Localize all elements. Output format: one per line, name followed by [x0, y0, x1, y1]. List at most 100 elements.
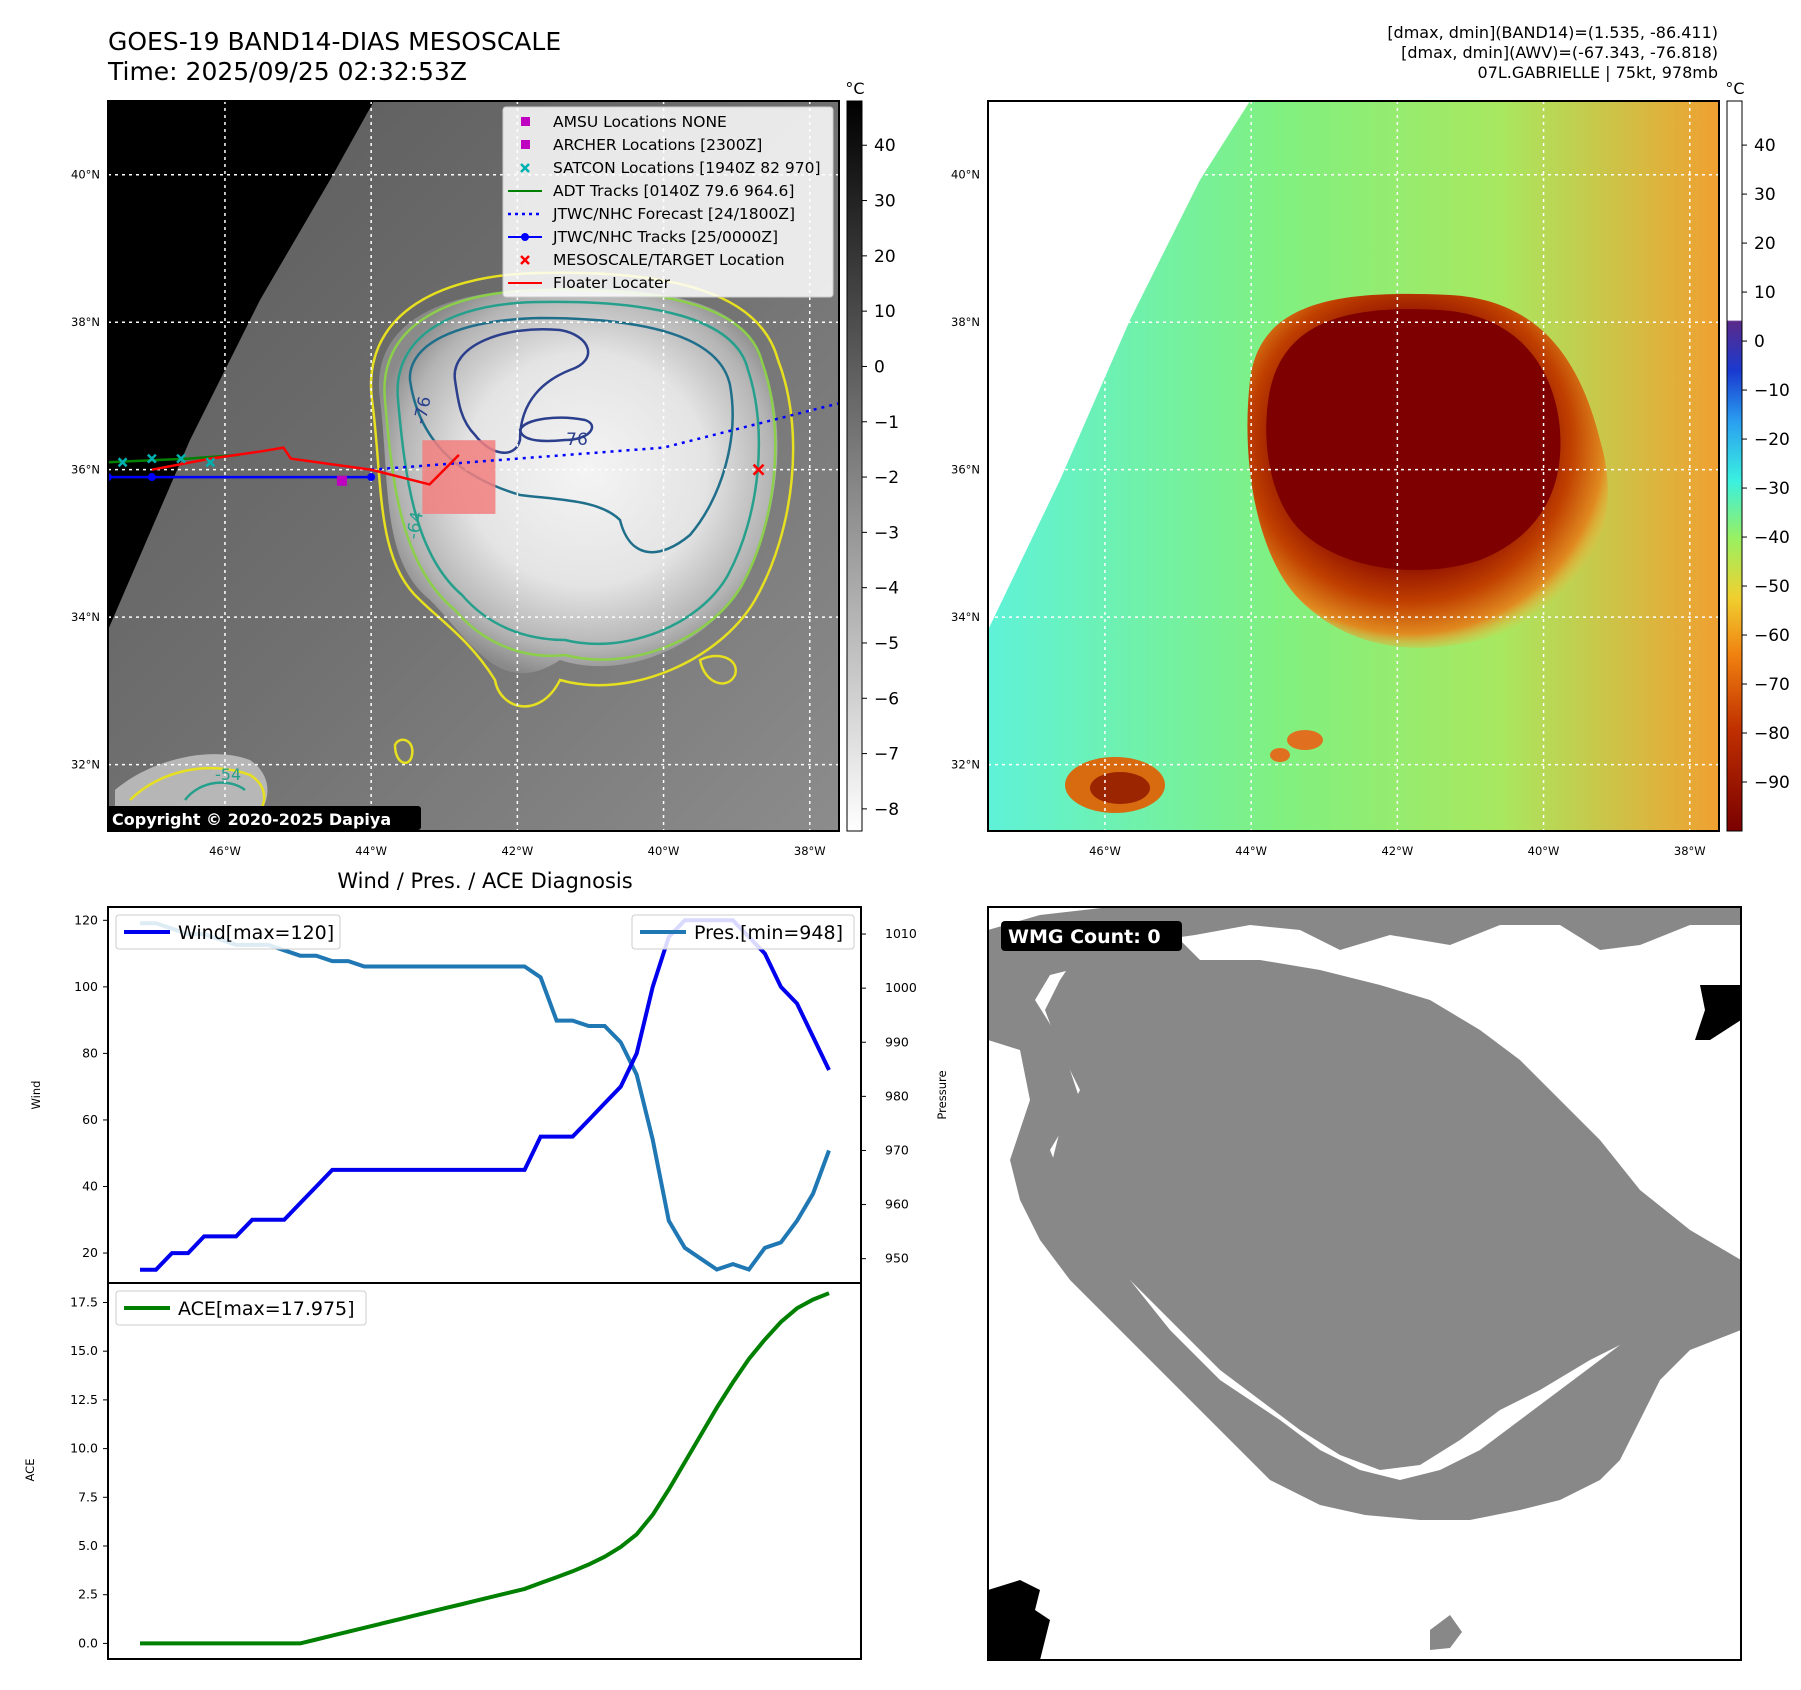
colorbar-tick-label: −90 — [1754, 773, 1790, 793]
wind-tick-label: 80 — [82, 1045, 98, 1060]
pressure-tick-label: 980 — [885, 1088, 909, 1103]
pressure-tick-label: 960 — [885, 1197, 909, 1212]
colorbar-tick-label: 20 — [1754, 234, 1776, 254]
contour-label: -54 — [215, 765, 241, 784]
colorbar-tick-label: −80 — [1754, 724, 1790, 744]
ace-tick-label: 15.0 — [70, 1343, 98, 1358]
target-location-marker — [752, 463, 765, 476]
colorbar-tick-label: 40 — [1754, 136, 1776, 156]
diagnosis-title: Wind / Pres. / ACE Diagnosis — [337, 869, 632, 893]
colorbar-tick-label: 40 — [874, 136, 896, 156]
colorbar-tick-label: −30 — [874, 523, 900, 543]
lat-tick-label: 38°N — [951, 315, 980, 329]
ace-legend-label: ACE[max=17.975] — [178, 1298, 355, 1320]
wind-tick-label: 20 — [82, 1245, 98, 1260]
satcon-location-marker — [117, 457, 128, 468]
legend-entry: JTWC/NHC Tracks [25/0000Z] — [508, 228, 778, 246]
band14-range-text: [dmax, dmin](BAND14)=(1.535, -86.411) — [1387, 23, 1718, 42]
colorbar-tick-label: −10 — [874, 413, 900, 433]
pressure-tick-label: 970 — [885, 1142, 909, 1157]
satcon-location-marker — [176, 453, 186, 464]
pressure-legend-label: Pres.[min=948] — [694, 922, 843, 944]
legend-entry: Floater Locater — [508, 274, 671, 292]
legend-entry: MESOSCALE/TARGET Location — [520, 251, 785, 269]
lon-tick-label: 42°W — [501, 844, 533, 858]
lat-tick-label: 38°N — [71, 315, 100, 329]
colorbar-tick-label: −80 — [874, 800, 900, 820]
lat-tick-label: 32°N — [71, 758, 100, 772]
wmg-map — [988, 907, 1741, 1660]
ir-legend: AMSU Locations NONE ARCHER Locations [230… — [502, 106, 834, 298]
legend-label: JTWC/NHC Forecast [24/1800Z] — [552, 205, 795, 223]
pressure-tick-label: 1010 — [885, 926, 917, 941]
legend-label: SATCON Locations [1940Z 82 970] — [553, 159, 821, 177]
ace-tick-label: 7.5 — [78, 1489, 98, 1504]
wmg-map-frame — [987, 906, 1742, 1661]
jtwc-track-point — [147, 473, 156, 482]
legend-entry: ARCHER Locations [2300Z] — [521, 136, 762, 154]
archer-location-marker — [336, 475, 347, 486]
colorbar-tick-label: −40 — [874, 579, 900, 599]
lat-tick-label: 34°N — [951, 610, 980, 624]
ace-tick-label: 0.0 — [78, 1635, 98, 1650]
ace-tick-label: 5.0 — [78, 1538, 98, 1553]
wmg-count-badge: WMG Count: 0 — [1001, 921, 1182, 951]
colorbar-tick-label: 0 — [1754, 332, 1765, 352]
awv-map-frame — [987, 100, 1720, 832]
colorbar-tick-label: 30 — [874, 192, 896, 212]
wind-tick-label: 40 — [82, 1179, 98, 1194]
satcon-location-marker — [146, 453, 157, 464]
awv-colorbar-unit: °C — [1725, 79, 1744, 98]
pressure-legend: Pres.[min=948] — [631, 914, 855, 950]
cloud-mass — [378, 289, 778, 674]
wind-legend: Wind[max=120] — [115, 914, 341, 950]
legend-label: MESOSCALE/TARGET Location — [553, 251, 785, 269]
colorbar-tick-label: −20 — [1754, 430, 1790, 450]
lon-tick-label: 46°W — [1089, 844, 1121, 858]
storm-info-text: 07L.GABRIELLE | 75kt, 978mb — [1477, 63, 1718, 82]
wind-tick-label: 120 — [74, 912, 98, 927]
wind-tick-label: 100 — [74, 979, 98, 994]
figure-title: GOES-19 BAND14-DIAS MESOSCALE — [108, 27, 562, 56]
lon-tick-label: 38°W — [794, 844, 826, 858]
legend-label: JTWC/NHC Tracks [25/0000Z] — [552, 228, 778, 246]
lon-tick-label: 44°W — [1235, 844, 1267, 858]
awv-range-text: [dmax, dmin](AWV)=(-67.343, -76.818) — [1401, 43, 1718, 62]
colorbar-tick-label: −40 — [1754, 528, 1790, 548]
colorbar-tick-label: −70 — [874, 745, 900, 765]
copyright-text: Copyright © 2020-2025 Dapiya — [112, 810, 391, 829]
contour-label: -64 — [403, 510, 428, 541]
ace-legend: ACE[max=17.975] — [115, 1290, 367, 1326]
wind-pres-axes — [107, 906, 862, 1284]
no-data-region — [108, 101, 374, 630]
legend-label: ARCHER Locations [2300Z] — [553, 136, 762, 154]
lon-tick-label: 40°W — [648, 844, 680, 858]
ace-tick-label: 10.0 — [70, 1441, 98, 1456]
legend-label: ADT Tracks [0140Z 79.6 964.6] — [553, 182, 794, 200]
legend-entry: AMSU Locations NONE — [521, 113, 727, 131]
ace-axis-label: ACE — [23, 1459, 37, 1482]
legend-entry: ADT Tracks [0140Z 79.6 964.6] — [508, 182, 794, 200]
wmg-black-region — [1695, 985, 1741, 1040]
copyright-badge: Copyright © 2020-2025 Dapiya — [107, 806, 421, 830]
colorbar-tick-label: −20 — [874, 468, 900, 488]
colorbar-tick-label: −50 — [1754, 577, 1790, 597]
lat-tick-label: 36°N — [71, 463, 100, 477]
wmg-grey-region — [988, 907, 1741, 1520]
figure-time: Time: 2025/09/25 02:32:53Z — [108, 57, 467, 86]
awv-map — [988, 101, 1719, 831]
legend-entry: SATCON Locations [1940Z 82 970] — [520, 159, 821, 177]
wind-legend-label: Wind[max=120] — [178, 922, 334, 944]
awv-colorbar — [1726, 100, 1743, 832]
lon-tick-label: 44°W — [355, 844, 387, 858]
ace-tick-label: 12.5 — [70, 1392, 98, 1407]
wind-axis-label: Wind — [29, 1081, 43, 1110]
awv-panel: 40°N 38°N 36°N 34°N 32°N 46°W 44°W 42°W 40°W 38°… — [951, 79, 1790, 858]
lat-tick-label: 34°N — [71, 610, 100, 624]
diagnosis-charts: Wind / Pres. / ACE Diagnosis 20 40 60 80 100… — [23, 869, 949, 1660]
colorbar-tick-label: −70 — [1754, 675, 1790, 695]
colorbar-tick-label: −30 — [1754, 479, 1790, 499]
colorbar-tick-label: 0 — [874, 357, 885, 377]
wmg-count-text: WMG Count: 0 — [1008, 926, 1161, 948]
ir-map-frame — [107, 100, 840, 832]
